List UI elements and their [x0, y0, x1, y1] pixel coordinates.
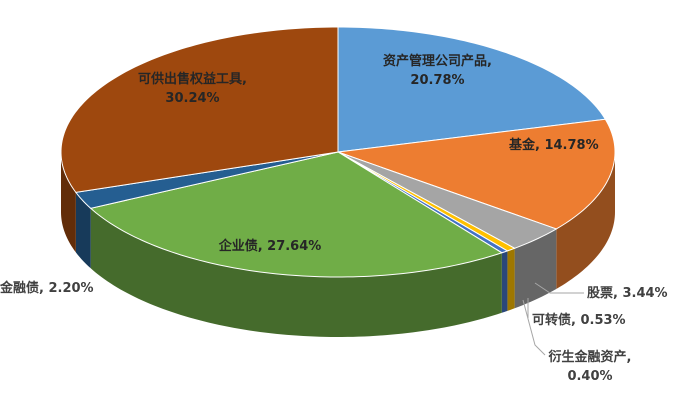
slice-side — [75, 192, 91, 269]
slice — [74, 151, 339, 209]
slice-side — [514, 228, 557, 309]
data-label: 可供出售权益工具, 30.24% — [138, 72, 247, 106]
slice — [60, 26, 339, 193]
slice — [337, 118, 616, 230]
data-label: 金融债, 2.20% — [0, 281, 94, 296]
slice-side — [507, 248, 515, 311]
slice-side — [501, 250, 508, 313]
slice-side — [61, 152, 76, 253]
slice-side — [90, 208, 502, 337]
data-label: 可转债, 0.53% — [532, 313, 626, 328]
data-label: 衍生金融资产, 0.40% — [548, 350, 632, 384]
data-label: 资产管理公司产品, 20.78% — [383, 54, 492, 88]
slice-side — [556, 152, 615, 289]
data-label: 基金, 14.78% — [509, 138, 599, 153]
leader-line — [522, 299, 546, 356]
data-label: 股票, 3.44% — [587, 286, 668, 301]
slice — [337, 26, 607, 153]
slice — [89, 151, 504, 278]
leader-line — [534, 282, 584, 294]
data-label: 企业债, 27.64% — [218, 239, 322, 254]
slice — [337, 151, 558, 249]
